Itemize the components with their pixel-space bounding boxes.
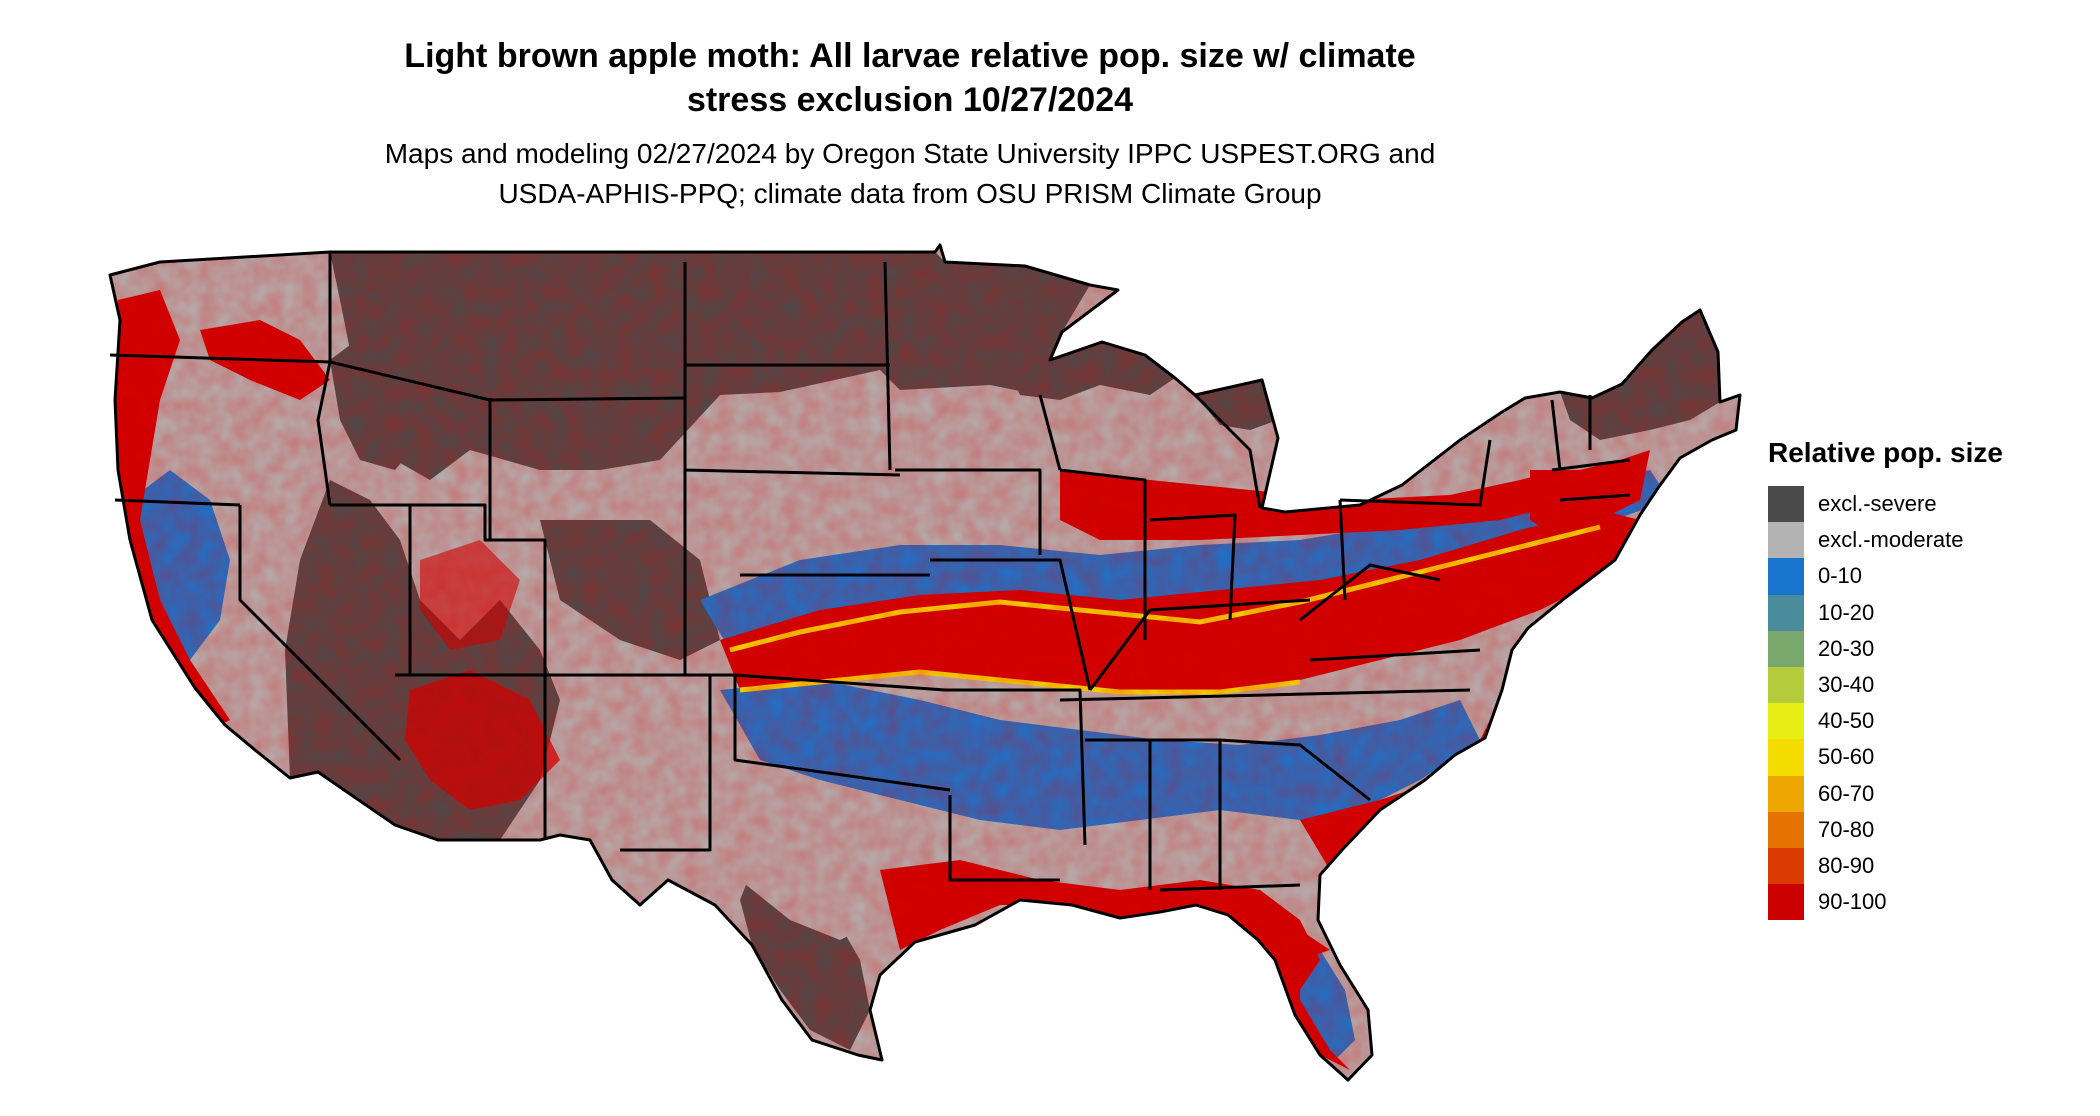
legend-items: excl.-severe excl.-moderate 0-10 10-20 20-30… xyxy=(1768,486,2058,921)
legend-swatch xyxy=(1768,703,1804,740)
map-subtitle: Maps and modeling 02/27/2024 by Oregon S… xyxy=(250,134,1570,214)
map-subtitle-line-1: Maps and modeling 02/27/2024 by Oregon S… xyxy=(384,138,1436,169)
border-mo xyxy=(930,558,1092,691)
border-tn-ky xyxy=(1088,598,1311,691)
legend-item: 50-60 xyxy=(1768,739,2058,776)
map-subtitle-line-2: USDA-APHIS-PPQ; climate data from OSU PR… xyxy=(498,178,1322,209)
legend-item: 10-20 xyxy=(1768,594,2058,631)
map-title: Light brown apple moth: All larvae relat… xyxy=(250,34,1570,122)
legend-item: 40-50 xyxy=(1768,703,2058,740)
legend-label: 80-90 xyxy=(1818,852,1875,878)
map-title-line-1: Light brown apple moth: All larvae relat… xyxy=(404,37,1416,75)
border-ga-fl xyxy=(1159,883,1301,892)
border-ga-sc xyxy=(1219,738,1371,802)
legend-label: 40-50 xyxy=(1818,708,1875,734)
legend-item: excl.-moderate xyxy=(1768,522,2058,559)
legend-label: 50-60 xyxy=(1818,744,1875,770)
border-ia xyxy=(895,468,1042,555)
legend: Relative pop. size excl.-severe excl.-mod… xyxy=(1768,436,2058,921)
legend-swatch xyxy=(1768,558,1804,595)
border-ar xyxy=(945,688,1087,846)
border-id-west xyxy=(316,252,332,506)
legend-item: 0-10 xyxy=(1768,558,2058,595)
legend-swatch xyxy=(1768,884,1804,921)
border-ks-ok xyxy=(734,673,946,692)
legend-title: Relative pop. size xyxy=(1768,437,2003,468)
border-la xyxy=(948,795,1060,882)
legend-label: 20-30 xyxy=(1818,635,1875,661)
legend-item: 90-100 xyxy=(1768,884,2058,921)
border-va-nc xyxy=(1309,648,1481,662)
legend-swatch xyxy=(1768,522,1804,559)
border-sd-ne xyxy=(684,468,901,477)
border-pa-ny xyxy=(1339,439,1492,507)
legend-item: excl.-severe xyxy=(1768,486,2058,523)
legend-swatch xyxy=(1768,775,1804,812)
legend-label: 30-40 xyxy=(1818,672,1875,698)
border-wa-or xyxy=(109,353,331,364)
legend-item: 60-70 xyxy=(1768,775,2058,812)
border-nm-tx xyxy=(620,675,712,852)
legend-label: 60-70 xyxy=(1818,780,1875,806)
legend-label: 0-10 xyxy=(1818,563,1863,589)
border-il-in xyxy=(1059,468,1147,640)
legend-label: 10-20 xyxy=(1818,599,1875,625)
border-new-england xyxy=(1550,395,1631,502)
legend-item: 80-90 xyxy=(1768,847,2058,885)
legend-swatch xyxy=(1768,666,1804,704)
legend-label: 70-80 xyxy=(1818,816,1875,842)
legend-item: 30-40 xyxy=(1768,666,2058,704)
border-in-oh xyxy=(1149,513,1237,621)
border-nv xyxy=(238,505,402,762)
border-or-ca xyxy=(114,498,241,507)
legend-label: excl.-severe xyxy=(1818,491,1937,517)
border-wv-va xyxy=(1299,563,1441,622)
map-title-line-2: stress exclusion 10/27/2024 xyxy=(686,81,1134,119)
border-oh-pa xyxy=(1338,499,1347,601)
legend-swatch xyxy=(1768,630,1804,667)
border-nc-tn xyxy=(1059,688,1471,702)
legend-item: 70-80 xyxy=(1768,811,2058,848)
legend-swatch xyxy=(1768,811,1804,848)
legend-item: 20-30 xyxy=(1768,630,2058,667)
legend-swatch xyxy=(1768,739,1804,776)
legend-swatch xyxy=(1768,847,1804,885)
border-ut-co xyxy=(410,503,547,675)
border-wi xyxy=(1038,394,1062,471)
state-borders xyxy=(108,243,1742,1082)
legend-swatch xyxy=(1768,594,1804,631)
border-ok-tx xyxy=(733,675,951,792)
border-mi xyxy=(1193,393,1262,509)
legend-label: excl.-moderate xyxy=(1818,527,1964,553)
legend-label: 90-100 xyxy=(1818,889,1887,915)
legend-swatch xyxy=(1768,486,1804,523)
border-mn-west xyxy=(883,261,892,471)
